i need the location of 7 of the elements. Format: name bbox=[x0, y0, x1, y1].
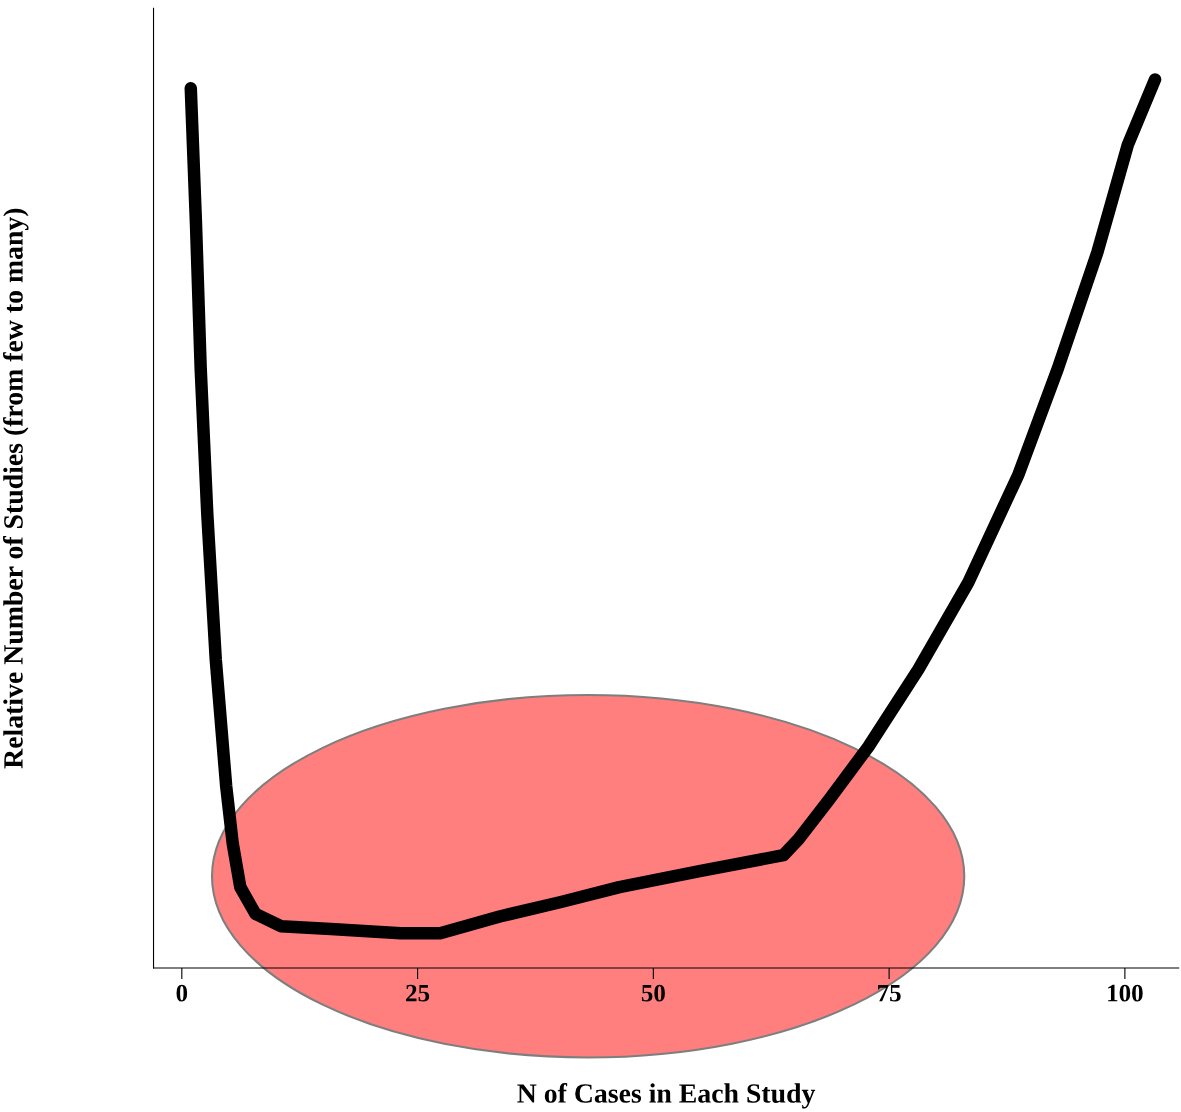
x-tick-label: 0 bbox=[176, 984, 188, 1002]
x-axis-title: N of Cases in Each Study bbox=[517, 1083, 816, 1109]
x-tick-label: 50 bbox=[641, 984, 665, 1002]
x-tick-label: 100 bbox=[1108, 984, 1143, 1002]
x-tick-label: 25 bbox=[406, 984, 430, 1002]
x-tick-label: 75 bbox=[878, 984, 901, 1002]
y-axis-title: Relative Number of Studies (from few to many) bbox=[2, 208, 29, 769]
